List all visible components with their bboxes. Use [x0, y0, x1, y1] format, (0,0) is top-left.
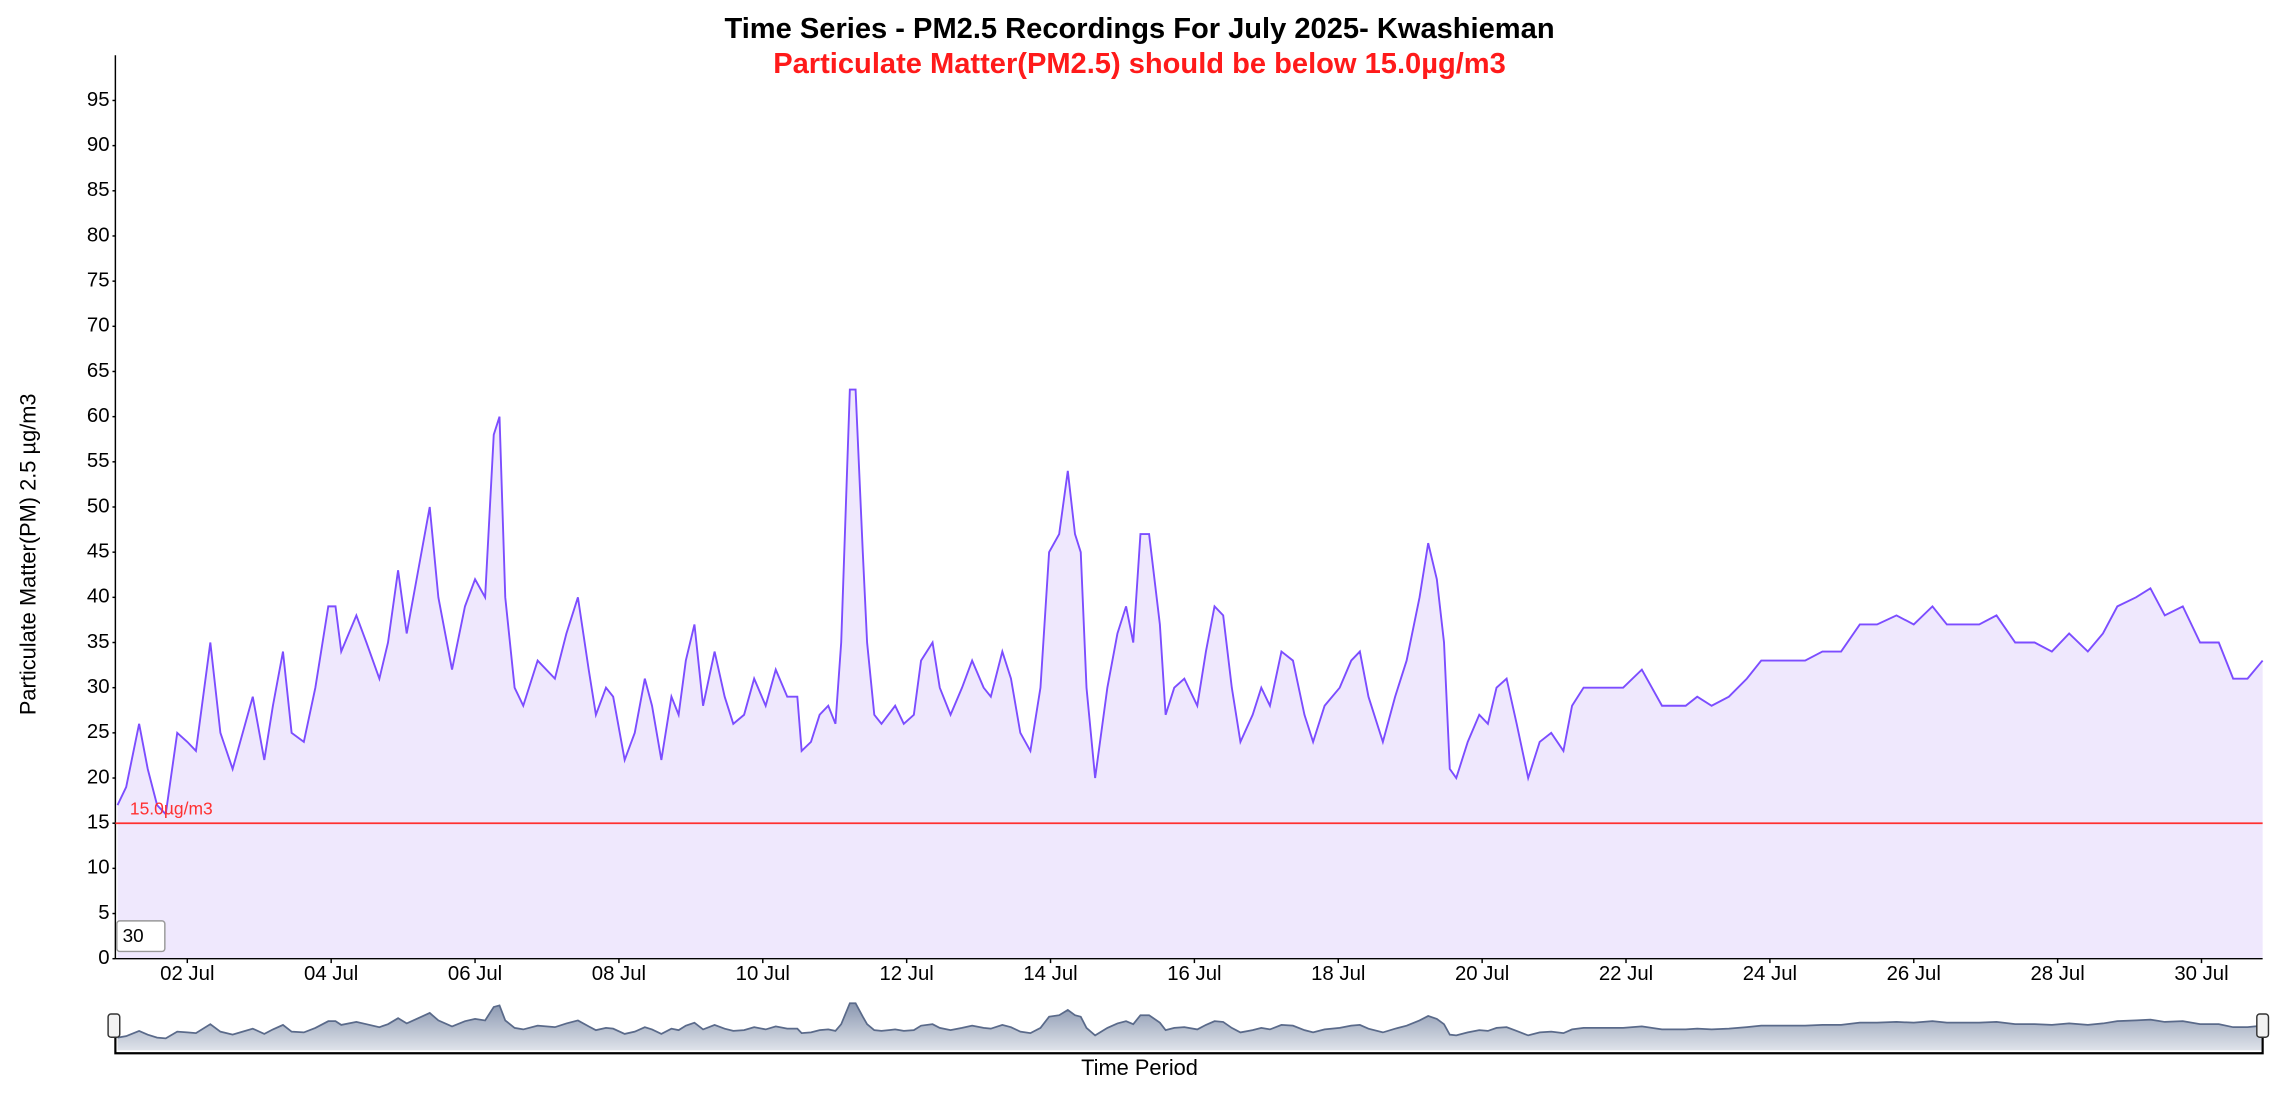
x-tick-label: 26 Jul [1887, 963, 1941, 985]
x-axis-label: Time Period [1081, 1055, 1198, 1080]
y-tick-label: 25 [87, 721, 110, 743]
x-tick-label: 18 Jul [1311, 963, 1365, 985]
x-tick-label: 24 Jul [1743, 963, 1797, 985]
chart-subtitle: Particulate Matter(PM2.5) should be belo… [773, 48, 1506, 80]
range-input-box[interactable] [116, 920, 166, 953]
y-tick-label: 50 [87, 495, 110, 517]
x-tick-label: 16 Jul [1167, 963, 1221, 985]
x-tick-label: 28 Jul [2030, 963, 2084, 985]
y-tick-label: 10 [87, 857, 110, 879]
x-tick-label: 02 Jul [160, 963, 214, 985]
y-axis-label: Particulate Matter(PM) 2.5 µg/m3 [15, 393, 40, 715]
x-tick-label: 14 Jul [1023, 963, 1077, 985]
x-tick-label: 04 Jul [304, 963, 358, 985]
plot-area [116, 388, 2264, 959]
y-tick-label: 15 [87, 812, 110, 834]
y-tick-label: 45 [87, 541, 110, 563]
y-tick-label: 20 [87, 766, 110, 788]
y-tick-label: 40 [87, 586, 110, 608]
y-tick-label: 95 [87, 89, 110, 111]
y-tick-label: 80 [87, 224, 110, 246]
x-tick-label: 06 Jul [448, 963, 502, 985]
y-tick-label: 70 [87, 315, 110, 337]
data-line [116, 388, 2264, 817]
x-tick-label: 10 Jul [736, 963, 790, 985]
y-tick-label: 35 [87, 631, 110, 653]
x-tick-label: 22 Jul [1599, 963, 1653, 985]
y-tick-label: 30 [87, 676, 110, 698]
navigator-handle-left[interactable] [107, 1013, 121, 1038]
navigator-area [117, 1003, 2263, 1051]
y-tick-label: 90 [87, 134, 110, 156]
x-tick-label: 30 Jul [2174, 963, 2228, 985]
y-tick-label: 85 [87, 179, 110, 201]
x-tick-label: 12 Jul [879, 963, 933, 985]
navigator-line [117, 1002, 2263, 1040]
range-input[interactable]: 30 [123, 926, 144, 947]
y-tick-label: 65 [87, 360, 110, 382]
y-tick-label: 60 [87, 405, 110, 427]
y-tick-label: 5 [98, 902, 109, 924]
navigator-handle-right[interactable] [2256, 1013, 2270, 1038]
navigator-frame [114, 1035, 2264, 1055]
area-fill [117, 389, 2263, 959]
y-tick-label: 0 [98, 947, 109, 969]
navigator[interactable] [117, 1002, 2263, 1051]
y-tick-label: 75 [87, 270, 110, 292]
y-tick-label: 55 [87, 450, 110, 472]
threshold-label: 15.0µg/m3 [130, 799, 213, 819]
chart-title: Time Series - PM2.5 Recordings For July … [724, 13, 1554, 45]
x-tick-label: 20 Jul [1455, 963, 1509, 985]
x-tick-label: 08 Jul [592, 963, 646, 985]
